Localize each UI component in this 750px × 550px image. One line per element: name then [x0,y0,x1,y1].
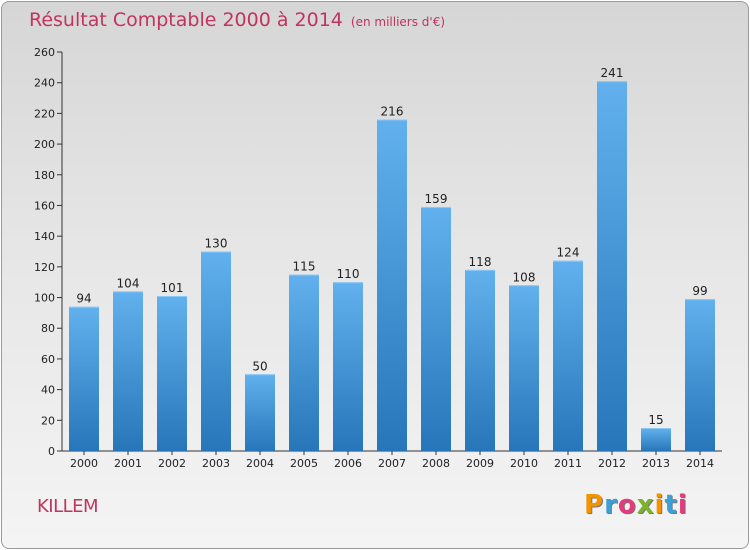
y-tick-label: 240 [34,77,55,90]
data-label-2010: 108 [513,270,536,284]
y-tick-label: 120 [34,261,55,274]
data-label-2014: 99 [692,284,707,298]
x-tick-label: 2011 [554,457,582,470]
chart-data-labels: 94 104 101 130 50 115 110 216 159 118 108 124 241 15 9… [76,66,707,427]
y-tick-label: 40 [41,384,55,397]
y-tick-label: 60 [41,353,55,366]
bar-2001 [113,291,143,451]
chart-title-text: Résultat Comptable 2000 à 2014 [29,9,343,31]
y-tick-label: 260 [34,46,55,59]
bar-2005 [289,274,319,451]
data-label-2013: 15 [648,413,663,427]
x-tick-label: 2002 [158,457,186,470]
commune-name: KILLEM [37,496,99,517]
bar-2000 [69,306,99,451]
data-label-2012: 241 [601,66,624,80]
x-tick-label: 2004 [246,457,274,470]
data-label-2005: 115 [293,260,316,274]
logo-letter: t [664,490,678,520]
y-tick-label: 100 [34,292,55,305]
bar-2002 [157,296,187,451]
y-tick-label: 160 [34,199,55,212]
data-label-2008: 159 [425,192,448,206]
logo-letter: i [654,490,665,520]
logo-letter: P [584,490,605,520]
logo-letter: r [604,490,618,520]
data-label-2001: 104 [117,276,140,290]
y-tick-label: 200 [34,138,55,151]
y-tick-label: 0 [48,445,55,458]
bar-2003 [201,251,231,451]
bar-2013 [641,427,671,451]
bar-2006 [333,282,363,451]
y-tick-label: 20 [41,414,55,427]
bar-2004 [245,374,275,451]
data-label-2011: 124 [557,246,580,260]
x-tick-label: 2008 [422,457,450,470]
x-tick-label: 2000 [70,457,98,470]
bar-2011 [553,260,583,451]
bar-2008 [421,206,451,451]
chart-bars [69,81,715,452]
y-tick-label: 220 [34,107,55,120]
proxiti-logo: Proxiti [584,490,688,520]
data-label-2006: 110 [337,267,360,281]
x-tick-label: 2003 [202,457,230,470]
data-label-2009: 118 [469,255,492,269]
data-label-2007: 216 [381,105,404,119]
x-tick-label: 2010 [510,457,538,470]
logo-letter: o [617,490,637,520]
y-tick-label: 140 [34,230,55,243]
bar-2007 [377,119,407,452]
data-label-2004: 50 [252,359,267,373]
y-tick-label: 80 [41,322,55,335]
data-label-2000: 94 [76,292,91,306]
x-tick-label: 2014 [686,457,714,470]
x-tick-label: 2013 [642,457,670,470]
x-tick-label: 2006 [334,457,362,470]
y-tick-label: 180 [34,169,55,182]
bar-2009 [465,269,495,451]
bar-2010 [509,285,539,451]
logo-letter: i [677,490,688,520]
chart-title: Résultat Comptable 2000 à 2014 (en millie… [29,9,445,31]
x-tick-label: 2005 [290,457,318,470]
bar-2014 [685,299,715,451]
x-tick-label: 2009 [466,457,494,470]
bar-2012 [597,81,627,452]
data-label-2003: 130 [205,237,228,251]
x-tick-label: 2001 [114,457,142,470]
x-tick-label: 2007 [378,457,406,470]
chart-subtitle: (en milliers d'€) [350,15,446,29]
data-label-2002: 101 [161,281,184,295]
x-tick-label: 2012 [598,457,626,470]
logo-letter: x [636,490,655,520]
